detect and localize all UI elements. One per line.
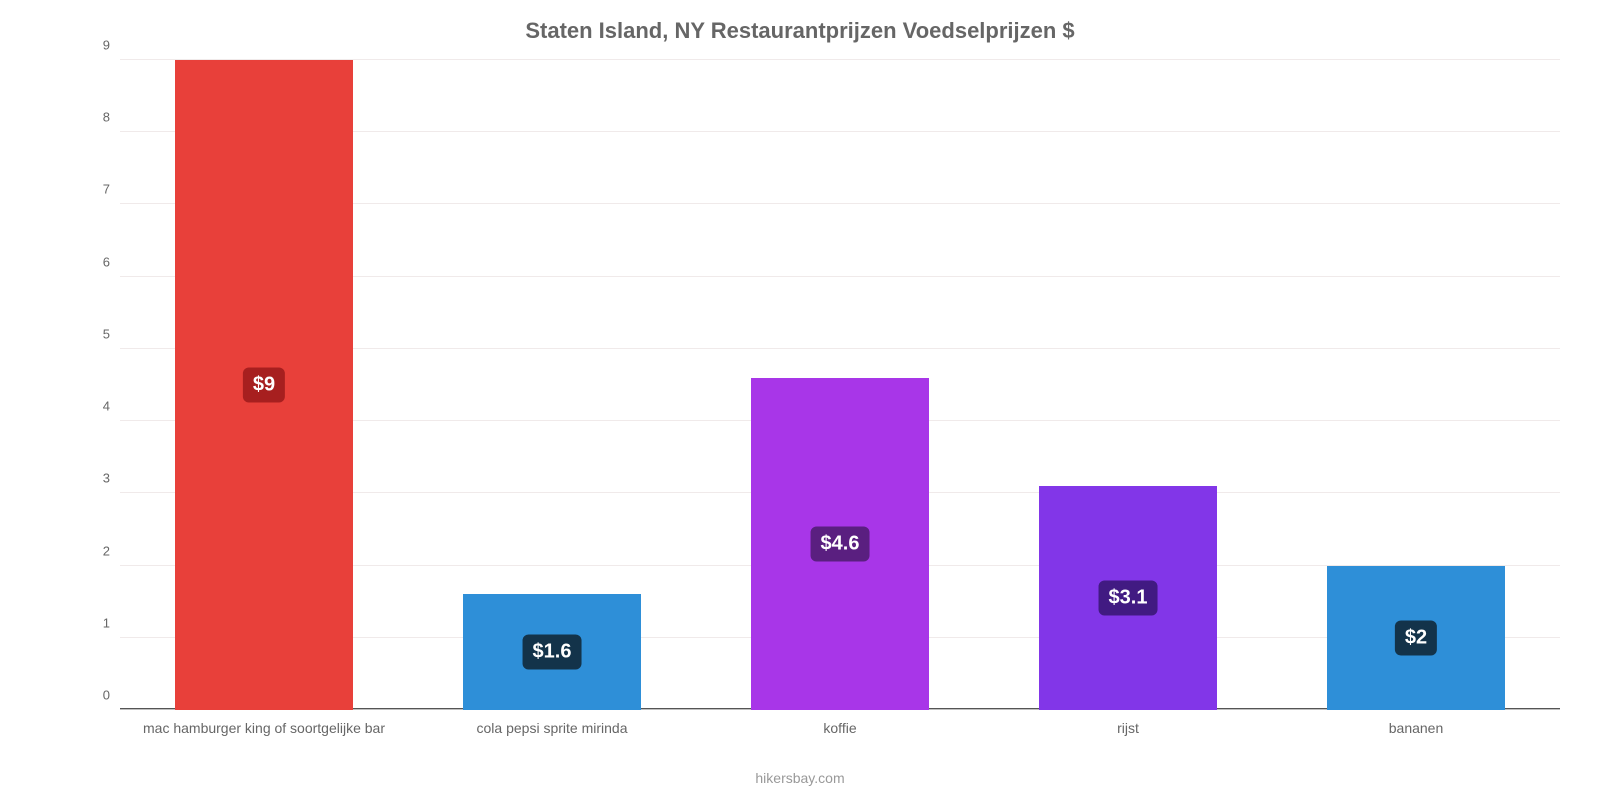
x-tick-label: koffie [823, 710, 856, 736]
bar: $3.1 [1039, 486, 1218, 710]
bar: $2 [1327, 566, 1506, 710]
y-tick-label: 9 [103, 38, 120, 53]
x-tick-label: rijst [1117, 710, 1139, 736]
chart-title: Staten Island, NY Restaurantprijzen Voed… [0, 0, 1600, 44]
y-tick-label: 8 [103, 110, 120, 125]
y-tick-label: 4 [103, 399, 120, 414]
bar: $1.6 [463, 594, 642, 710]
y-tick-label: 0 [103, 688, 120, 703]
y-tick-label: 5 [103, 326, 120, 341]
y-tick-label: 1 [103, 615, 120, 630]
x-tick-label: cola pepsi sprite mirinda [477, 710, 628, 736]
bar: $4.6 [751, 378, 930, 710]
y-tick-label: 2 [103, 543, 120, 558]
value-badge: $9 [243, 368, 285, 403]
value-badge: $2 [1395, 620, 1437, 655]
bar: $9 [175, 60, 354, 710]
y-tick-label: 7 [103, 182, 120, 197]
credit-text: hikersbay.com [0, 770, 1600, 786]
x-tick-label: mac hamburger king of soortgelijke bar [143, 710, 385, 736]
y-tick-label: 6 [103, 254, 120, 269]
x-tick-label: bananen [1389, 710, 1444, 736]
plot-area: 0123456789$9mac hamburger king of soortg… [120, 60, 1560, 710]
value-badge: $1.6 [523, 635, 582, 670]
value-badge: $4.6 [811, 526, 870, 561]
price-bar-chart: Staten Island, NY Restaurantprijzen Voed… [0, 0, 1600, 800]
y-tick-label: 3 [103, 471, 120, 486]
value-badge: $3.1 [1099, 581, 1158, 616]
